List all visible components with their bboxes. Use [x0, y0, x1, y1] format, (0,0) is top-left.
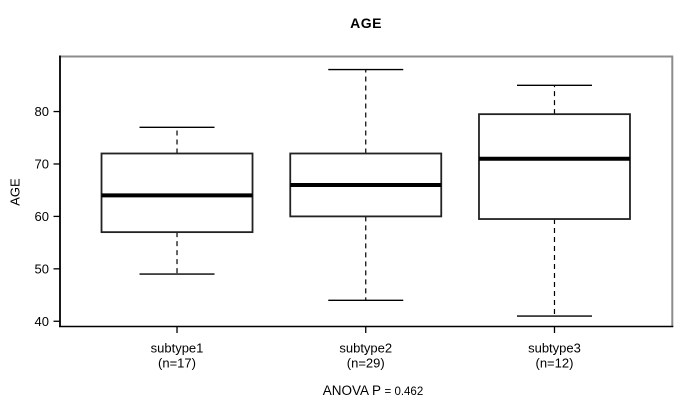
anova-annotation: ANOVA P = 0.462: [323, 383, 423, 398]
y-tick-label-80: 80: [35, 104, 49, 119]
x-label-subtype2: subtype2: [339, 341, 392, 356]
y-tick-label-50: 50: [35, 261, 49, 276]
x-sublabel-subtype3: (n=12): [536, 356, 574, 371]
x-label-subtype3: subtype3: [528, 341, 581, 356]
y-axis-title: AGE: [7, 178, 23, 206]
anova-label: ANOVA P: [322, 383, 385, 398]
chart-title: AGE: [350, 15, 382, 31]
box-rect-subtype3: [478, 113, 631, 220]
y-tick-label-70: 70: [35, 156, 49, 171]
y-tick-label-60: 60: [35, 209, 49, 224]
x-label-subtype1: subtype1: [151, 341, 204, 356]
anova-value: = 0.462: [384, 386, 424, 398]
x-sublabel-subtype1: (n=17): [158, 356, 196, 371]
y-tick-label-40: 40: [35, 314, 49, 329]
x-sublabel-subtype2: (n=29): [347, 356, 385, 371]
box-rect-subtype1: [100, 152, 254, 234]
